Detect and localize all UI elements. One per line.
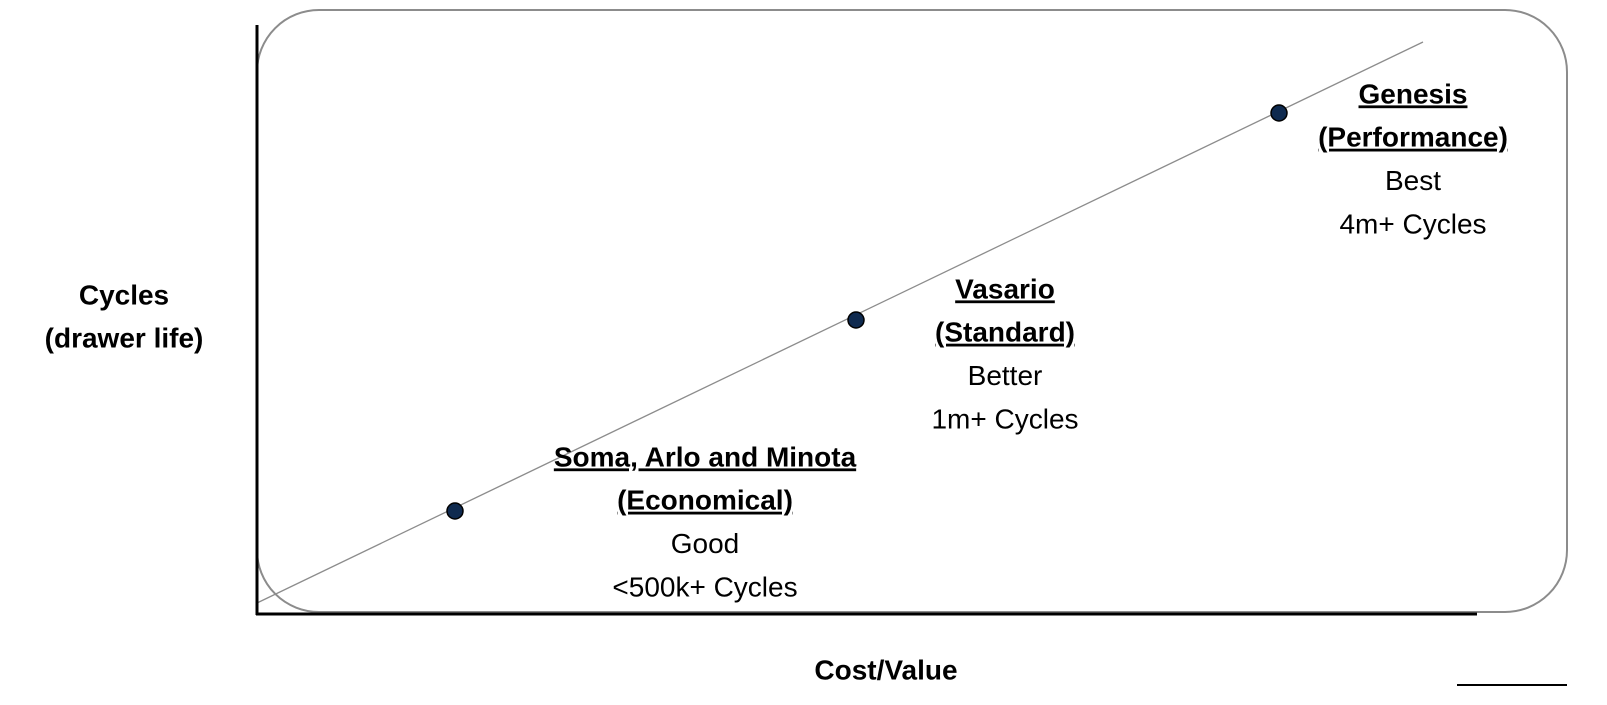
point-subtitle: (Economical) bbox=[617, 485, 793, 516]
y-axis-label: (drawer life) bbox=[45, 322, 204, 353]
point-rating: Good bbox=[671, 528, 740, 559]
point-cycles: 1m+ Cycles bbox=[931, 403, 1078, 434]
point bbox=[847, 311, 865, 329]
x-axis-label: Cost/Value bbox=[814, 654, 957, 685]
point-rating: Better bbox=[968, 360, 1043, 391]
point bbox=[446, 502, 464, 520]
point-cycles: <500k+ Cycles bbox=[612, 571, 797, 602]
trend-line bbox=[256, 41, 1424, 604]
point-title: Vasario bbox=[955, 273, 1055, 304]
y-axis-label: Cycles bbox=[79, 279, 169, 310]
point-cycles: 4m+ Cycles bbox=[1339, 208, 1486, 239]
point-subtitle: (Performance) bbox=[1318, 122, 1508, 153]
point bbox=[1270, 104, 1288, 122]
point-title: Genesis bbox=[1359, 78, 1468, 109]
point-subtitle: (Standard) bbox=[935, 317, 1075, 348]
point-rating: Best bbox=[1385, 165, 1441, 196]
point-title: Soma, Arlo and Minota bbox=[554, 441, 857, 472]
